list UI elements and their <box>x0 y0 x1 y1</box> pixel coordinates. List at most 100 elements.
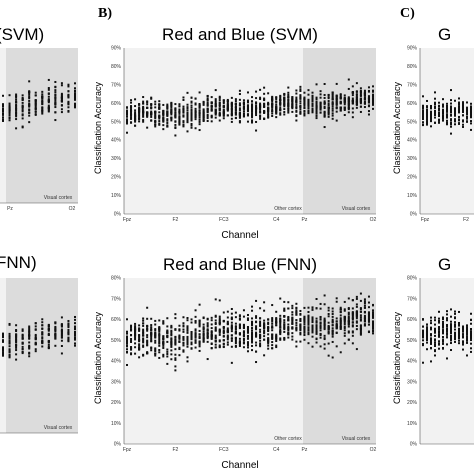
y-axis-label: Classification Accuracy <box>392 311 402 404</box>
data-point <box>335 107 338 110</box>
data-point <box>311 109 314 112</box>
data-point <box>34 91 37 94</box>
data-point <box>275 116 278 119</box>
data-point <box>458 118 460 121</box>
data-point <box>458 116 460 119</box>
data-point <box>47 108 50 111</box>
data-point <box>331 333 334 336</box>
data-point <box>251 344 254 347</box>
data-point <box>246 350 249 353</box>
data-point <box>138 103 141 106</box>
data-point <box>194 341 197 344</box>
data-point <box>166 340 169 343</box>
data-point <box>218 105 221 108</box>
data-point <box>271 95 274 98</box>
data-point <box>234 111 237 114</box>
data-point <box>218 339 221 342</box>
data-point <box>287 107 290 110</box>
data-point <box>339 324 342 327</box>
data-point <box>299 96 302 99</box>
data-point <box>15 339 18 342</box>
y-tick-label: 90% <box>407 46 418 52</box>
data-point <box>28 337 31 340</box>
data-point <box>47 341 50 344</box>
data-point <box>339 97 342 100</box>
data-point <box>442 329 444 332</box>
data-point <box>142 324 145 327</box>
data-point <box>263 99 266 102</box>
data-point <box>454 321 456 324</box>
data-point <box>170 329 173 332</box>
data-point <box>178 110 181 113</box>
data-point <box>41 100 44 103</box>
data-point <box>15 100 18 103</box>
data-point <box>178 105 181 108</box>
data-point <box>198 325 201 328</box>
data-point <box>60 336 63 339</box>
data-point <box>67 333 70 336</box>
data-point <box>426 331 428 334</box>
data-point <box>430 334 432 337</box>
data-point <box>158 332 161 335</box>
data-point <box>263 331 266 334</box>
data-point <box>462 335 464 338</box>
data-point <box>458 103 460 106</box>
data-point <box>154 334 157 337</box>
data-point <box>34 94 37 97</box>
data-point <box>434 316 436 319</box>
region-label-other: Other cortex <box>274 206 302 212</box>
data-point <box>238 315 241 318</box>
data-point <box>470 102 472 105</box>
data-point <box>434 102 436 105</box>
data-point <box>466 341 468 344</box>
data-point <box>446 333 448 336</box>
data-point <box>214 314 217 317</box>
data-point <box>255 331 258 334</box>
data-point <box>275 320 278 323</box>
data-point <box>367 301 370 304</box>
data-point <box>307 101 310 104</box>
data-point <box>238 112 241 115</box>
data-point <box>303 106 306 109</box>
data-point <box>327 94 330 97</box>
data-point <box>251 331 254 334</box>
data-point <box>367 320 370 323</box>
data-point <box>186 319 189 322</box>
data-point <box>287 331 290 334</box>
data-point <box>230 106 233 109</box>
data-point <box>186 112 189 115</box>
data-point <box>21 107 24 110</box>
data-point <box>47 339 50 342</box>
data-point <box>372 309 374 312</box>
data-point <box>15 336 18 338</box>
data-point <box>41 341 44 344</box>
data-point <box>142 110 145 113</box>
data-point <box>295 324 298 327</box>
data-point <box>462 325 464 328</box>
data-point <box>343 319 346 322</box>
data-point <box>178 347 181 350</box>
data-point <box>470 122 472 125</box>
data-point <box>138 343 141 346</box>
data-point <box>166 350 169 353</box>
data-point <box>363 311 366 314</box>
data-point <box>242 309 245 312</box>
data-point <box>178 120 181 123</box>
data-point <box>178 354 181 357</box>
data-point <box>466 101 468 104</box>
data-point <box>130 337 133 340</box>
y-tick-label: 80% <box>111 64 122 70</box>
data-point <box>307 310 310 313</box>
data-point <box>450 329 452 332</box>
data-point <box>299 326 302 329</box>
y-tick-label: 30% <box>111 379 122 385</box>
data-point <box>299 328 302 331</box>
data-point <box>214 113 217 116</box>
data-point <box>246 329 249 332</box>
data-point <box>210 104 213 107</box>
y-tick-label: 60% <box>407 317 418 323</box>
data-point <box>190 100 193 103</box>
data-point <box>327 306 330 309</box>
data-point <box>234 338 237 341</box>
data-point <box>307 89 310 92</box>
